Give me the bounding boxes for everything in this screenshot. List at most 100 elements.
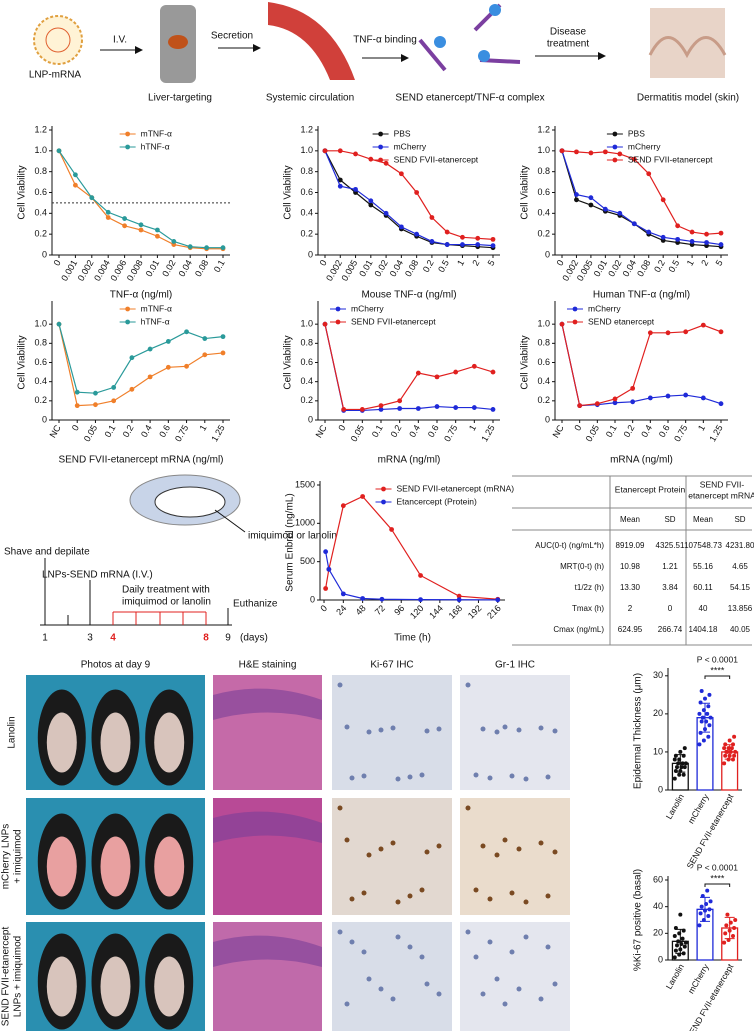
cell-nucleus (395, 776, 401, 782)
legend-label: SEND FVII-etanercept (628, 154, 713, 164)
legend-label: SEND FVII-etanercept (351, 316, 436, 326)
y-tick-label: 1500 (295, 479, 315, 489)
table-cell: 10.98 (620, 562, 641, 571)
agent-label: imiquimod or lanolin (248, 531, 337, 542)
timeline: imiquimod or lanolin Shave and depilate … (4, 474, 337, 644)
data-point (617, 210, 623, 216)
legend-label: mCherry (394, 141, 427, 151)
x-axis-label: Human TNF-α (ng/ml) (593, 290, 690, 301)
data-point (323, 549, 329, 555)
y-tick-label: 0.2 (300, 395, 313, 405)
legend-marker (335, 306, 341, 312)
y-tick-label: 0.6 (537, 357, 550, 367)
legend-label: mCherry (628, 141, 661, 151)
data-point (138, 222, 144, 228)
data-point (704, 902, 709, 906)
y-tick-label: 0.2 (300, 229, 313, 239)
table-cell: 2 (628, 604, 633, 613)
data-point (673, 926, 678, 930)
legend-marker (381, 486, 386, 492)
data-point (602, 149, 608, 155)
data-point (718, 401, 724, 407)
data-point (456, 597, 462, 603)
data-point (726, 746, 731, 751)
cell-nucleus (337, 929, 343, 935)
x-tick-label: 216 (485, 603, 503, 621)
mouse-back (100, 712, 131, 773)
data-point (675, 765, 680, 770)
data-point (726, 757, 731, 762)
data-point (706, 704, 711, 709)
x-tick-label: 0.2 (121, 423, 136, 439)
data-point (730, 757, 735, 762)
data-point (704, 240, 709, 245)
y-tick-label: 0.4 (300, 208, 313, 218)
significance-stars: **** (710, 665, 725, 675)
data-point (429, 239, 435, 244)
legend-marker (125, 131, 131, 137)
y-axis-label: Cell Viability (520, 165, 531, 219)
data-point (111, 398, 117, 404)
x-tick-label: 0.01 (144, 258, 161, 278)
legend-label: mTNF-α (141, 128, 172, 138)
data-point (681, 772, 686, 777)
data-point (679, 765, 684, 770)
x-tick-label: 0.4 (407, 423, 422, 439)
y-tick-label: 0.6 (34, 357, 47, 367)
data-point (680, 761, 685, 766)
data-point (681, 753, 686, 758)
x-tick-label: 1 (696, 423, 707, 432)
cell-nucleus (390, 725, 396, 731)
data-point (699, 719, 704, 724)
legend-marker (335, 319, 341, 325)
cell-nucleus (361, 890, 367, 896)
pointer (214, 509, 246, 533)
table-cell: 0 (668, 604, 673, 613)
x-tick-label: 0.04 (177, 258, 194, 278)
x-tick-label: 0.1 (604, 423, 619, 439)
data-point (675, 943, 680, 948)
image-panel (332, 675, 452, 790)
data-point (378, 403, 384, 409)
data-point (574, 192, 579, 197)
cell-nucleus (419, 954, 425, 960)
cell-nucleus (509, 773, 515, 779)
data-point (730, 934, 735, 938)
data-point (105, 209, 111, 215)
data-point (699, 689, 704, 694)
data-point (689, 229, 695, 235)
data-point (397, 406, 403, 411)
data-point (187, 244, 193, 250)
legend-marker (378, 131, 383, 137)
y-tick-label: 0.6 (300, 187, 313, 197)
y-tick-label: 0.2 (537, 229, 550, 239)
data-point (681, 951, 686, 956)
data-point (704, 231, 709, 237)
cell-nucleus (407, 893, 413, 899)
data-point (368, 202, 374, 208)
cell-nucleus (502, 724, 508, 730)
x-tick-label: 0.01 (592, 258, 609, 278)
cell-nucleus (344, 724, 350, 730)
data-point (460, 234, 465, 240)
sig-bracket (704, 675, 731, 679)
day-label: 9 (225, 633, 231, 644)
data-point (323, 586, 329, 591)
x-tick-label: 1.25 (479, 423, 496, 443)
y-tick-label: 0.8 (537, 166, 550, 176)
legend-label: mCherry (351, 303, 384, 313)
table-cell: 1.21 (662, 562, 678, 571)
table-subheader: Mean (693, 515, 713, 524)
data-point (360, 596, 366, 601)
mouse-back (154, 712, 185, 773)
data-point (129, 386, 135, 392)
data-point (138, 227, 144, 233)
day-unit: (days) (240, 633, 268, 644)
table-group: Etanercept Protein (615, 484, 686, 494)
x-tick-label: 168 (447, 603, 465, 621)
image-panel (332, 798, 452, 915)
image-panel (332, 922, 452, 1031)
data-point (728, 749, 733, 754)
epidermis (213, 935, 322, 967)
data-point (722, 746, 727, 751)
